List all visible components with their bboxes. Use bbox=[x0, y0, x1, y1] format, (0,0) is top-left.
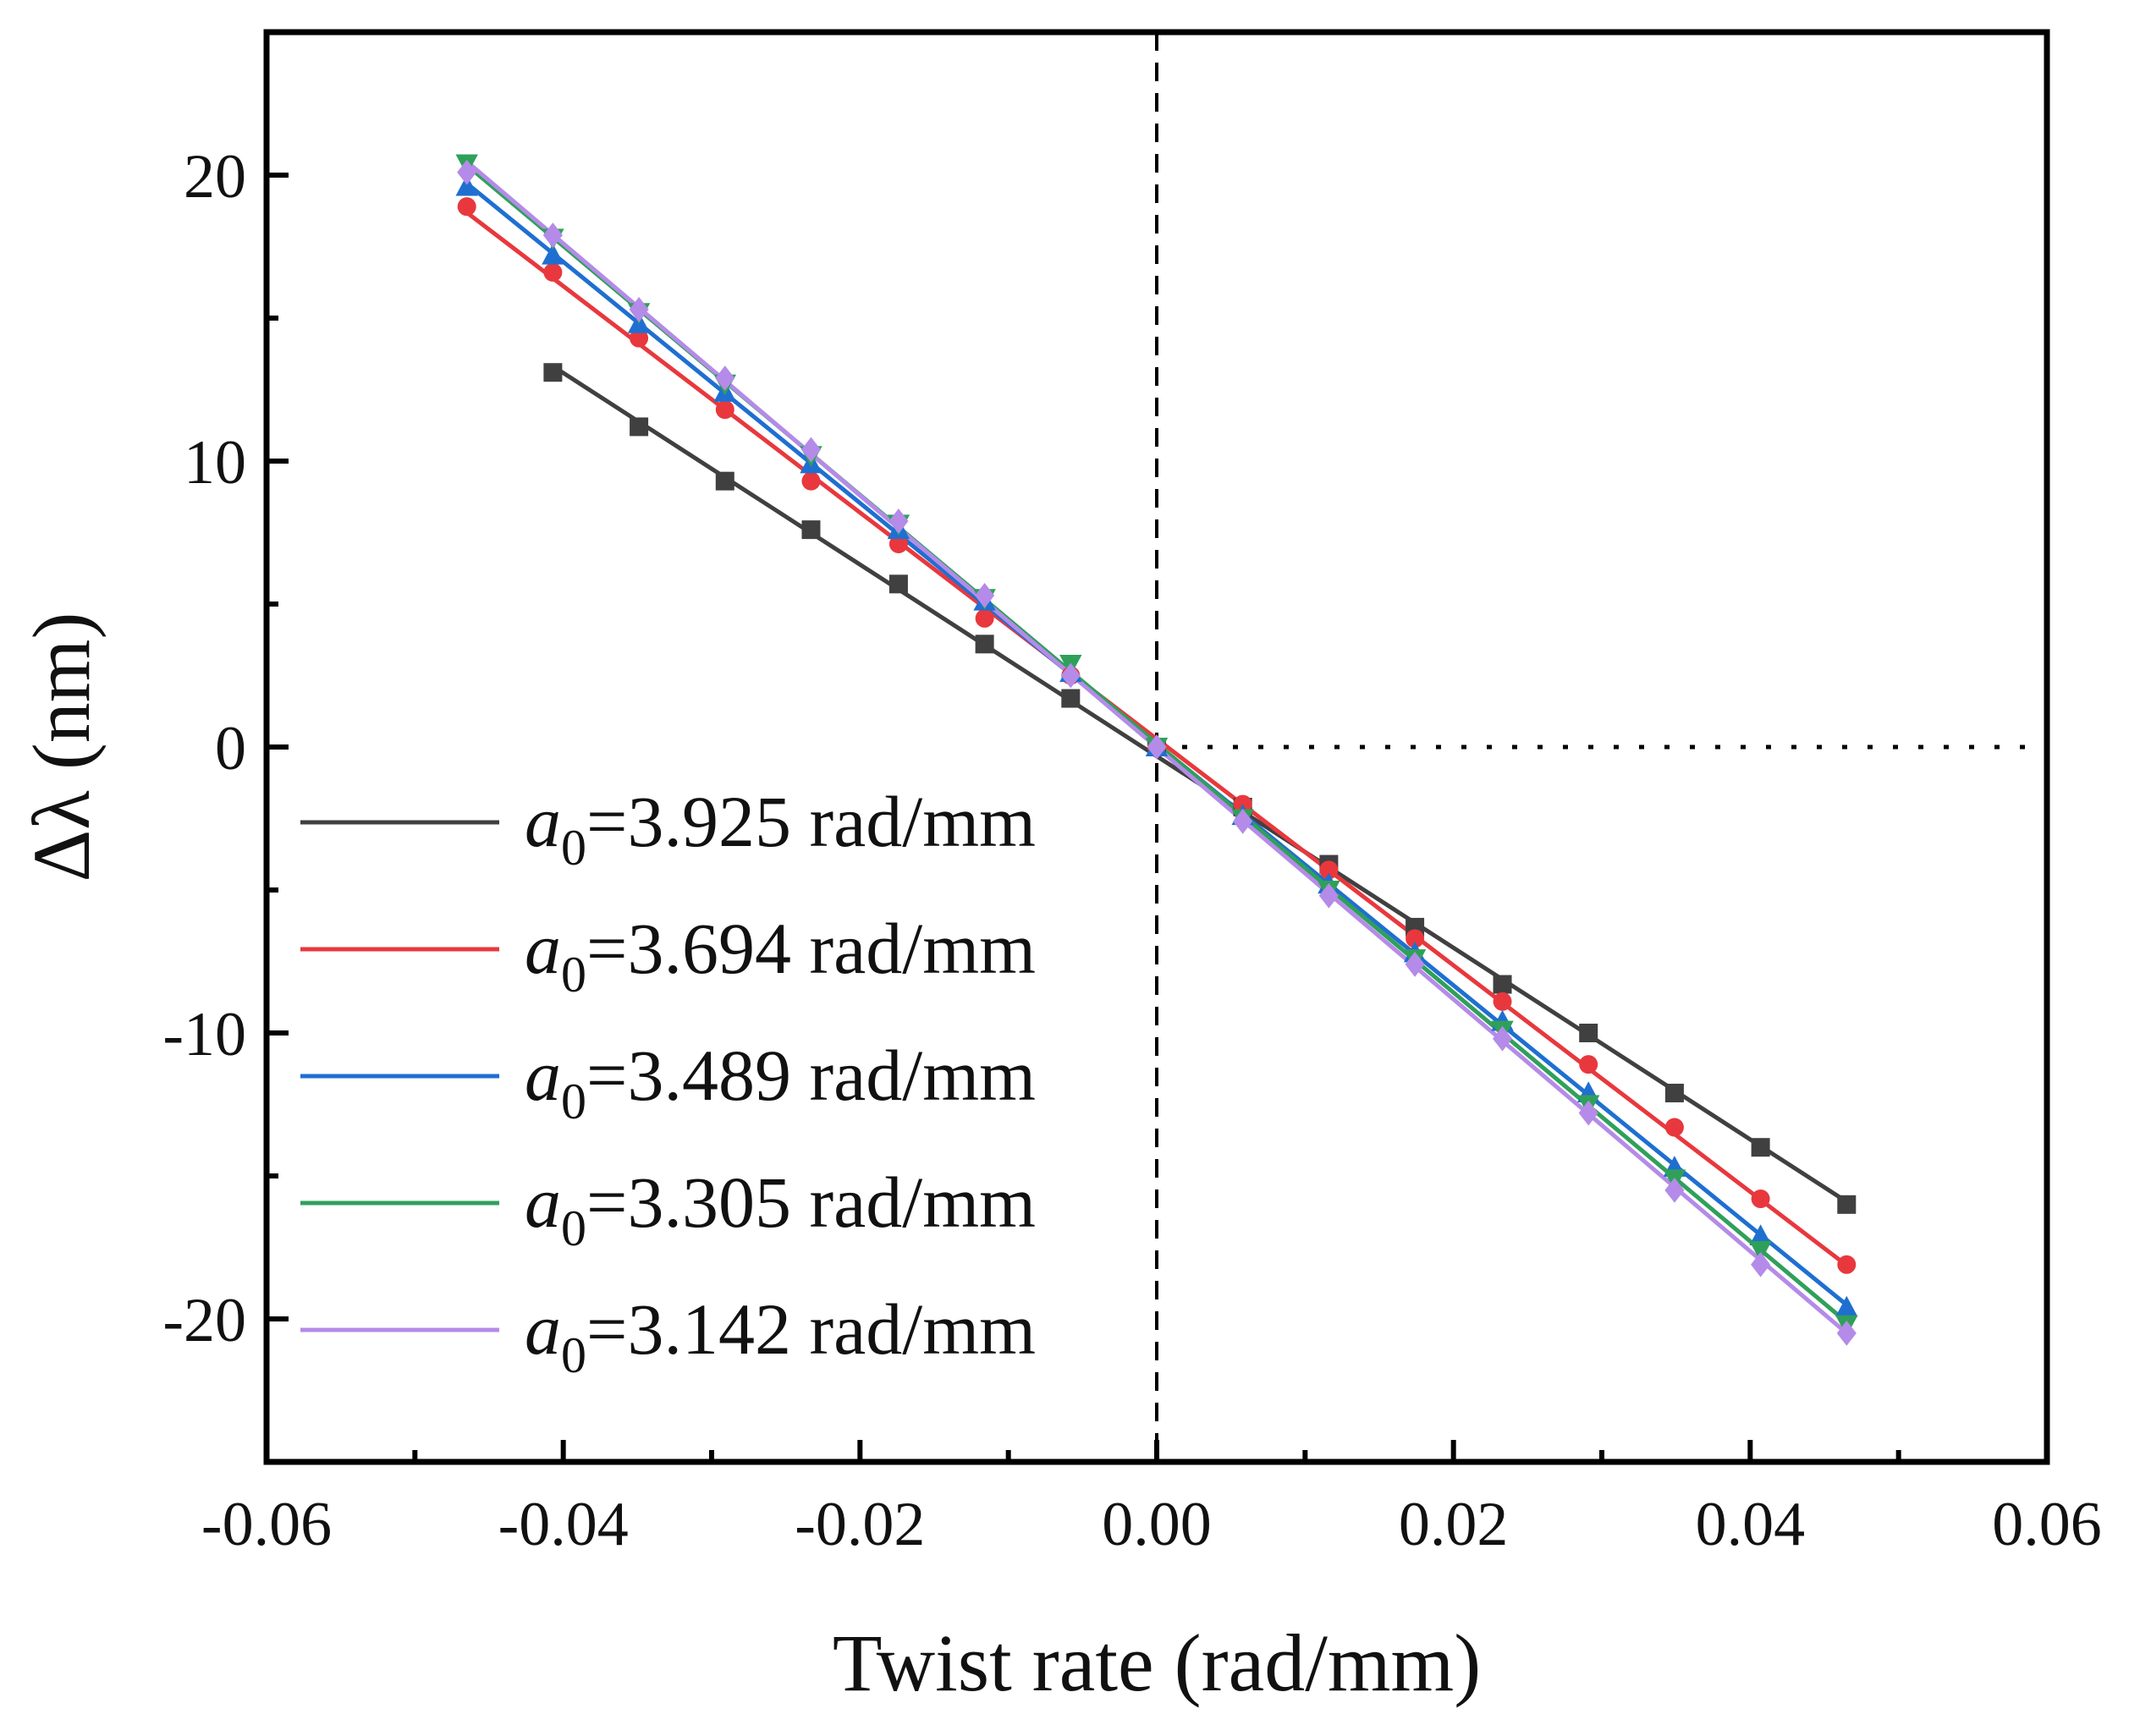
data-point bbox=[1664, 1083, 1684, 1102]
data-point bbox=[888, 508, 909, 534]
data-point bbox=[1751, 1189, 1770, 1209]
data-point bbox=[715, 471, 734, 491]
legend-symbol: a bbox=[525, 908, 561, 989]
legend-value: =3.489 rad/mm bbox=[586, 1035, 1036, 1116]
data-point bbox=[1836, 1321, 1857, 1346]
data-point bbox=[888, 574, 908, 594]
data-point bbox=[543, 262, 563, 282]
data-point bbox=[1060, 662, 1081, 689]
data-point bbox=[715, 400, 734, 420]
data-point bbox=[1493, 975, 1512, 994]
plot-area bbox=[263, 29, 2050, 1465]
y-tick-labels: -20 -10 0 10 20 bbox=[162, 142, 246, 1355]
legend-subscript: 0 bbox=[561, 1074, 586, 1129]
series-markers bbox=[455, 154, 1858, 1346]
data-point bbox=[1749, 1224, 1772, 1245]
data-point bbox=[630, 328, 649, 348]
data-point bbox=[888, 535, 908, 554]
data-point bbox=[1319, 860, 1339, 880]
data-point bbox=[542, 222, 563, 248]
data-point bbox=[1837, 1195, 1857, 1214]
data-point bbox=[1837, 1255, 1857, 1274]
data-point bbox=[1749, 1240, 1772, 1262]
data-point bbox=[801, 520, 821, 540]
legend-label: a0=3.489 rad/mm bbox=[525, 1035, 1036, 1129]
x-tick-label: -0.06 bbox=[201, 1490, 332, 1559]
data-point bbox=[1233, 809, 1253, 834]
legend-subscript: 0 bbox=[561, 947, 586, 1003]
x-tick-label: -0.02 bbox=[795, 1490, 925, 1559]
data-point bbox=[457, 159, 477, 185]
data-point bbox=[542, 243, 564, 265]
y-tick-label: -10 bbox=[162, 1000, 246, 1069]
legend-value: =3.925 rad/mm bbox=[586, 781, 1036, 862]
legend-value: =3.142 rad/mm bbox=[586, 1288, 1036, 1370]
x-tick-label: 0.04 bbox=[1696, 1490, 1806, 1559]
legend-symbol: a bbox=[525, 1288, 561, 1370]
data-point bbox=[455, 174, 478, 196]
legend-subscript: 0 bbox=[561, 1200, 586, 1256]
data-point bbox=[1751, 1251, 1771, 1277]
data-point bbox=[457, 197, 476, 217]
y-tick-label: -20 bbox=[162, 1286, 246, 1355]
data-point bbox=[975, 635, 994, 654]
axis-ticks bbox=[264, 30, 2049, 1464]
legend-label: a0=3.925 rad/mm bbox=[525, 781, 1036, 876]
x-tick-label: 0.02 bbox=[1399, 1490, 1509, 1559]
data-point bbox=[1664, 1178, 1685, 1203]
data-point bbox=[1578, 1100, 1598, 1126]
series-point-group bbox=[457, 159, 1857, 1346]
x-tick-label: 0.06 bbox=[1992, 1490, 2102, 1559]
data-point bbox=[975, 608, 994, 628]
legend-value: =3.694 rad/mm bbox=[586, 908, 1036, 989]
data-point bbox=[630, 417, 649, 437]
legend-label: a0=3.142 rad/mm bbox=[525, 1288, 1036, 1383]
x-axis-title: Twist rate (rad/mm) bbox=[833, 1618, 1481, 1708]
data-point bbox=[1835, 1295, 1858, 1317]
legend-symbol: a bbox=[525, 781, 561, 862]
data-point bbox=[801, 471, 821, 491]
legend-symbol: a bbox=[525, 1162, 561, 1243]
data-point bbox=[1406, 929, 1425, 948]
legend-label: a0=3.305 rad/mm bbox=[525, 1162, 1036, 1256]
x-tick-label: 0.00 bbox=[1102, 1490, 1212, 1559]
data-point bbox=[975, 583, 995, 608]
legend-value: =3.305 rad/mm bbox=[586, 1162, 1036, 1243]
data-point bbox=[629, 297, 649, 322]
data-point bbox=[1493, 992, 1512, 1011]
data-point bbox=[1061, 689, 1081, 708]
legend-symbol: a bbox=[525, 1035, 561, 1116]
data-point bbox=[1318, 882, 1339, 909]
x-tick-label: -0.04 bbox=[498, 1490, 629, 1559]
y-axis-title: Δλ (nm) bbox=[16, 613, 107, 882]
data-point bbox=[800, 437, 822, 463]
data-point bbox=[1405, 952, 1425, 977]
data-point bbox=[1492, 1025, 1513, 1052]
data-point bbox=[1579, 1055, 1598, 1074]
legend-label: a0=3.694 rad/mm bbox=[525, 908, 1036, 1003]
data-point bbox=[1147, 734, 1167, 760]
legend-subscript: 0 bbox=[561, 820, 586, 876]
y-tick-label: 10 bbox=[184, 428, 246, 497]
x-tick-labels: -0.06 -0.04 -0.02 0.00 0.02 0.04 0.06 bbox=[201, 1490, 2102, 1559]
legend-subscript: 0 bbox=[561, 1327, 586, 1383]
data-point bbox=[1751, 1138, 1770, 1157]
data-point bbox=[543, 363, 563, 382]
y-tick-label: 20 bbox=[184, 142, 246, 212]
data-point bbox=[1664, 1118, 1684, 1137]
data-point bbox=[1579, 1024, 1598, 1042]
y-tick-label: 0 bbox=[215, 714, 246, 783]
data-point bbox=[715, 365, 735, 391]
